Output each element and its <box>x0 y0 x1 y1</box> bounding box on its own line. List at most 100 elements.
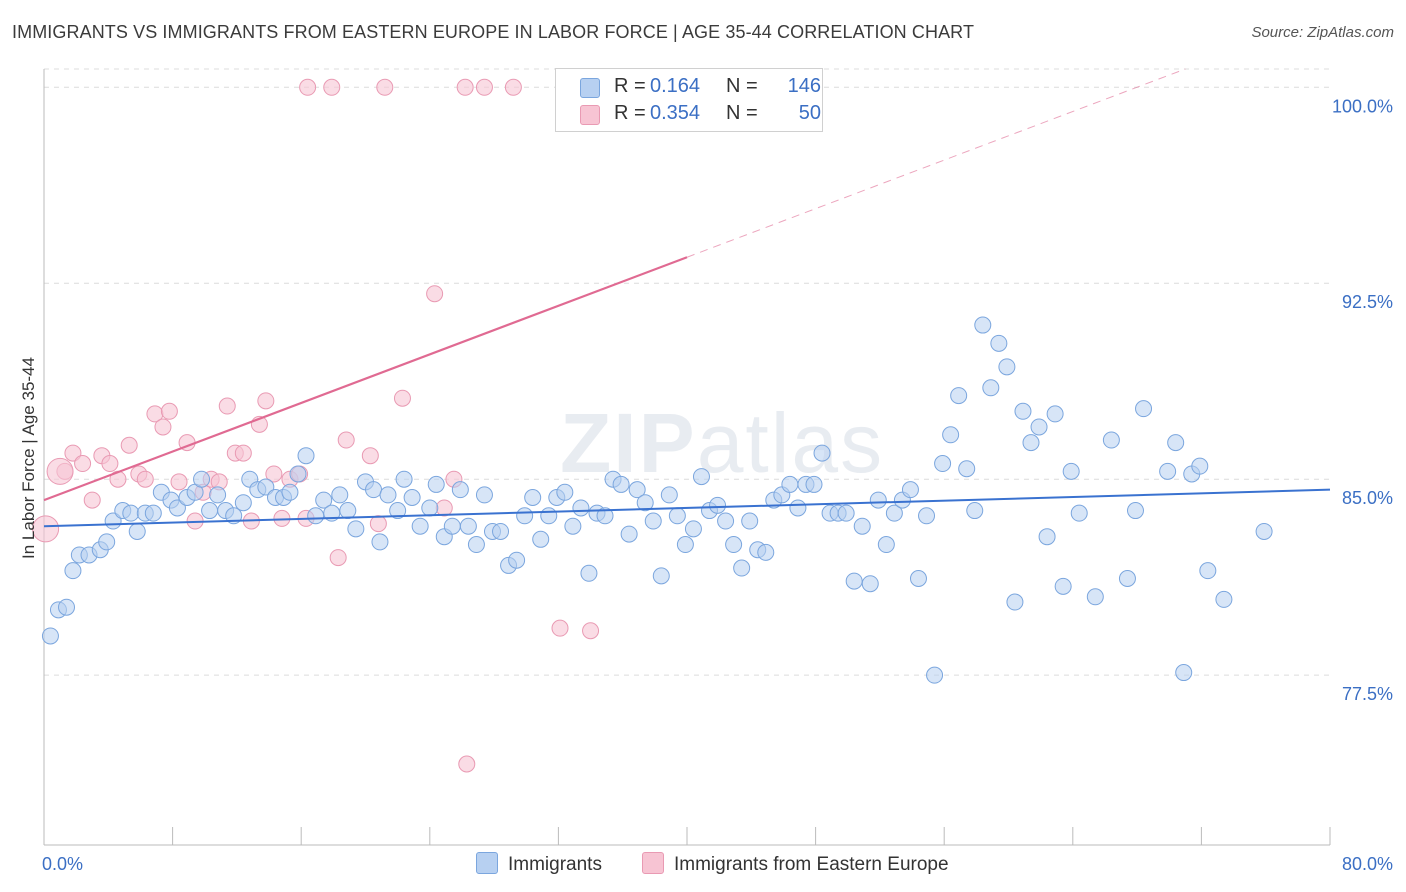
legend-r-label: R = <box>614 102 646 124</box>
immigrants-point <box>676 536 694 554</box>
legend-n-value: 50 <box>798 102 821 124</box>
trend-lines <box>43 68 1331 528</box>
stats-legend: R = 0.164 N = 146 R = 0.354 N = 50 <box>555 68 823 132</box>
eastern-europe-point <box>551 619 569 637</box>
immigrants-point <box>144 504 162 522</box>
immigrants-point <box>508 551 526 569</box>
immigrants-point <box>998 358 1016 376</box>
eastern-europe-point <box>329 549 347 567</box>
immigrants-point <box>1014 402 1032 420</box>
legend-n-label: N = <box>726 102 758 124</box>
immigrants-point <box>974 316 992 334</box>
immigrants-point <box>684 520 702 538</box>
bottom-legend-label: Immigrants <box>508 854 602 875</box>
immigrants-point <box>257 478 275 496</box>
immigrants-point <box>234 494 252 512</box>
immigrants-point <box>596 507 614 525</box>
immigrants-point <box>837 504 855 522</box>
immigrants-point <box>1022 434 1040 452</box>
y-tick-label: 77.5% <box>1342 684 1393 704</box>
eastern-europe-point <box>64 444 82 462</box>
eastern-europe-point <box>101 455 119 473</box>
eastern-europe-point <box>170 473 188 491</box>
eastern-europe-point <box>32 515 60 543</box>
immigrants-point <box>411 517 429 535</box>
immigrants-point <box>492 522 510 540</box>
series-immigrants-points <box>41 316 1273 684</box>
immigrants-point <box>1030 418 1048 436</box>
immigrants-point <box>421 499 439 517</box>
immigrants-point <box>347 520 365 538</box>
watermark-atlas: atlas <box>696 396 885 490</box>
immigrants-point <box>612 475 630 493</box>
immigrants-point <box>861 575 879 593</box>
immigrants-point <box>467 536 485 554</box>
eastern-europe-point <box>234 444 252 462</box>
immigrants-point <box>966 502 984 520</box>
legend-n-label: N = <box>726 75 758 97</box>
immigrants-point <box>1046 405 1064 423</box>
immigrants-point <box>516 507 534 525</box>
watermark-zip: ZIP <box>560 396 697 490</box>
immigrants-point <box>1215 590 1233 608</box>
immigrants-point <box>209 486 227 504</box>
eastern-europe-point <box>323 78 341 96</box>
immigrants-point <box>459 517 477 535</box>
immigrants-point <box>660 486 678 504</box>
immigrants-point <box>371 533 389 551</box>
immigrants-point <box>901 481 919 499</box>
immigrants-point <box>958 460 976 478</box>
chart-title: IMMIGRANTS VS IMMIGRANTS FROM EASTERN EU… <box>12 22 975 42</box>
immigrants-point <box>789 499 807 517</box>
watermark: ZIPatlas <box>560 395 884 492</box>
immigrants-point <box>709 496 727 514</box>
immigrants-point <box>644 512 662 530</box>
source-credit: Source: ZipAtlas.com <box>1251 24 1394 41</box>
immigrants-point <box>950 387 968 405</box>
immigrants-point <box>725 536 743 554</box>
immigrants-point <box>331 486 349 504</box>
immigrants-trend-line <box>43 488 1331 528</box>
immigrants-point <box>717 512 735 530</box>
eastern-europe-point <box>475 78 493 96</box>
tick-labels: 77.5% 85.0% 92.5% 100.0% 0.0% 80.0% In Labor F… <box>19 96 1393 874</box>
immigrants-point <box>64 562 82 580</box>
immigrants-point <box>443 517 461 535</box>
immigrants-point <box>1159 462 1177 480</box>
immigrants-point <box>524 488 542 506</box>
immigrants-point <box>934 455 952 473</box>
eastern-europe-point <box>458 755 476 773</box>
immigrants-point <box>805 475 823 493</box>
immigrants-point <box>628 481 646 499</box>
immigrants-point <box>379 486 397 504</box>
eastern-europe-point <box>46 457 74 485</box>
immigrants-point <box>869 491 887 509</box>
immigrants-point <box>1086 588 1104 606</box>
immigrants-point <box>741 512 759 530</box>
immigrants-point <box>339 502 357 520</box>
eastern-europe-point <box>218 397 236 415</box>
immigrants-point <box>1191 457 1209 475</box>
eastern-europe-point <box>504 78 522 96</box>
immigrants-point <box>168 499 186 517</box>
eastern-europe-point <box>257 392 275 410</box>
bottom-legend-eastern-europe: Immigrants from Eastern Europe <box>642 852 949 876</box>
eastern-europe-point <box>299 78 317 96</box>
eastern-europe-point <box>136 470 154 488</box>
legend-n-value: 146 <box>787 75 821 97</box>
eastern-europe-point <box>376 78 394 96</box>
eastern-europe-point <box>337 431 355 449</box>
immigrants-point <box>757 543 775 561</box>
immigrants-point <box>580 564 598 582</box>
immigrants-point <box>1062 462 1080 480</box>
y-tick-label: 100.0% <box>1332 96 1393 116</box>
eastern-europe-point <box>265 465 283 483</box>
eastern-europe-point <box>435 499 453 517</box>
immigrants-point <box>668 507 686 525</box>
immigrants-point <box>1006 593 1024 611</box>
immigrants-point <box>885 504 903 522</box>
immigrants-point <box>281 483 299 501</box>
bottom-legend-swatch-pink <box>642 852 664 874</box>
immigrants-point <box>1054 577 1072 595</box>
immigrants-point <box>289 465 307 483</box>
